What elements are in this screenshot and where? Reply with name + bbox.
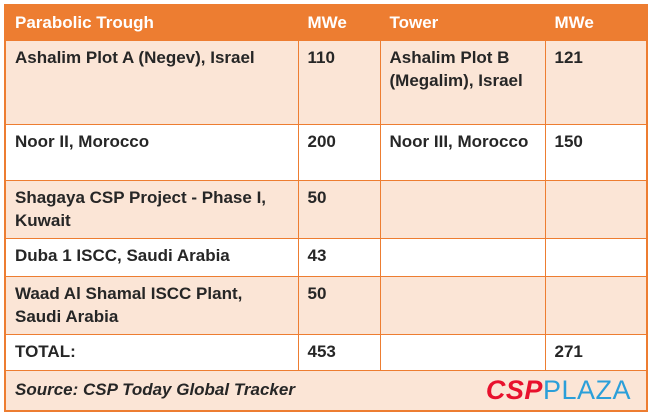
source-credit: Source: CSP Today Global Tracker [15,380,295,400]
total-row: TOTAL: 453 271 [4,334,648,371]
cell-tower-project: Noor III, Morocco [379,124,546,182]
cell-total-tower-empty [379,334,546,371]
column-header-tower: Tower [379,4,546,42]
table-row: Duba 1 ISCC, Saudi Arabia 43 [4,238,648,278]
cell-trough-mwe: 50 [297,276,381,336]
header-row: Parabolic Trough MWe Tower MWe [4,4,648,42]
logo-text-plaza: PLAZA [542,374,631,405]
cell-tower-mwe [544,276,648,336]
csp-projects-table: Parabolic Trough MWe Tower MWe Ashalim P… [4,4,648,412]
cell-trough-project: Shagaya CSP Project - Phase I, Kuwait [4,180,299,240]
cell-tower-project: Ashalim Plot B (Megalim), Israel [379,40,546,126]
cell-total-label: TOTAL: [4,334,299,371]
cell-trough-mwe: 110 [297,40,381,126]
column-header-mwe-trough: MWe [297,4,381,42]
cell-trough-project: Waad Al Shamal ISCC Plant, Saudi Arabia [4,276,299,336]
table-row: Noor II, Morocco 200 Noor III, Morocco 1… [4,124,648,182]
cell-trough-project: Duba 1 ISCC, Saudi Arabia [4,238,299,278]
cell-trough-mwe: 200 [297,124,381,182]
table-row: Waad Al Shamal ISCC Plant, Saudi Arabia … [4,276,648,336]
column-header-mwe-tower: MWe [544,4,648,42]
cell-trough-mwe: 50 [297,180,381,240]
table-row: Shagaya CSP Project - Phase I, Kuwait 50 [4,180,648,240]
table-row: Ashalim Plot A (Negev), Israel 110 Ashal… [4,40,648,126]
cell-tower-mwe [544,238,648,278]
footer-cell: Source: CSP Today Global Tracker CSPPLAZ… [4,369,648,412]
cell-trough-mwe: 43 [297,238,381,278]
cell-tower-project [379,276,546,336]
cell-total-trough-mwe: 453 [297,334,381,371]
cell-tower-mwe [544,180,648,240]
cell-trough-project: Noor II, Morocco [4,124,299,182]
column-header-parabolic-trough: Parabolic Trough [4,4,299,42]
cell-tower-project [379,238,546,278]
cell-trough-project: Ashalim Plot A (Negev), Israel [4,40,299,126]
logo-text-csp: CSP [485,374,543,405]
cell-tower-project [379,180,546,240]
cell-total-tower-mwe: 271 [544,334,648,371]
cell-tower-mwe: 121 [544,40,648,126]
cell-tower-mwe: 150 [544,124,648,182]
footer-row: Source: CSP Today Global Tracker CSPPLAZ… [4,369,648,412]
csp-plaza-logo: CSPPLAZA [486,373,631,409]
